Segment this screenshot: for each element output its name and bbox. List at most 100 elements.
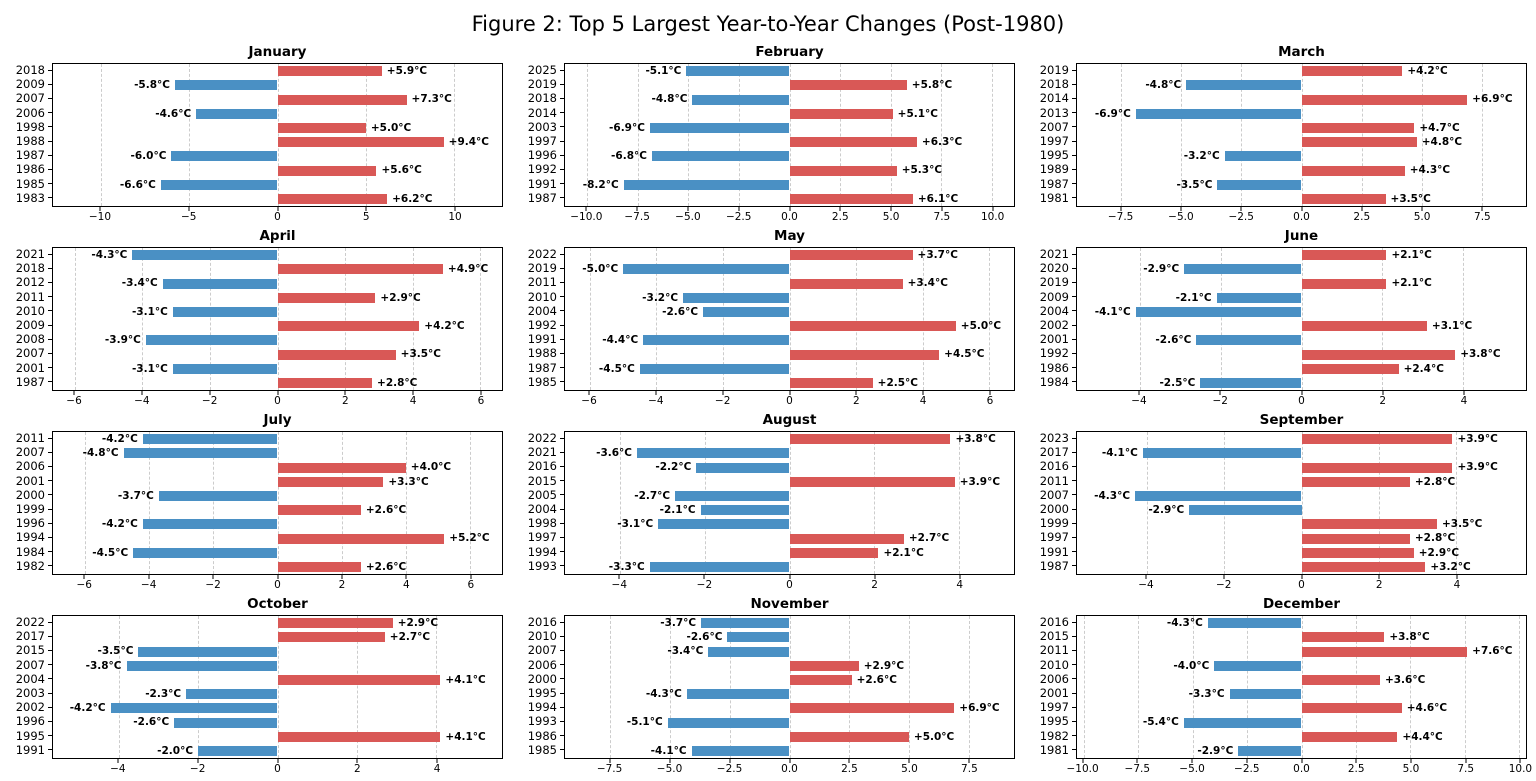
x-tick-label: 4 (403, 579, 410, 591)
gridline (587, 64, 589, 206)
year-text: 1992 (1039, 346, 1069, 361)
y-tick-mark (560, 253, 564, 255)
year-label: 2007 (1032, 120, 1076, 134)
x-tick-label: −5.0 (656, 763, 683, 775)
bar (789, 674, 852, 685)
gridline (610, 616, 612, 758)
bar (789, 250, 913, 261)
x-tick-mark (148, 575, 150, 579)
plot-area: +5.9°C -5.8°C +7.3°C -4.6°C +5.0°C +9.4°C -6.0… (52, 63, 503, 226)
bar-value-label: +3.8°C (1389, 631, 1430, 644)
gridline (1181, 64, 1183, 206)
year-text: 1981 (1039, 742, 1069, 757)
y-tick-mark (1072, 706, 1076, 708)
x-tick-label: 4 (409, 395, 417, 407)
bar (277, 462, 406, 473)
x-tick-mark (1378, 575, 1380, 579)
bar-value-label: +3.6°C (1384, 673, 1426, 686)
bar-value-label: +6.2°C (392, 192, 433, 205)
gridline (1464, 616, 1466, 758)
y-tick-mark (560, 352, 564, 354)
gridline (922, 248, 924, 390)
bar-value-label: +2.1°C (1391, 277, 1432, 290)
x-tick-label: 7.5 (1474, 211, 1491, 223)
x-tick-mark (1240, 207, 1242, 211)
year-label: 1999 (8, 502, 52, 516)
y-tick-mark (48, 621, 52, 623)
bar-value-label: +2.1°C (883, 546, 924, 559)
year-label: 2000 (520, 672, 564, 686)
bar-value-label: -3.2°C (642, 291, 679, 304)
x-tick-mark (789, 759, 790, 763)
bar (701, 618, 790, 629)
bar (686, 689, 790, 700)
bar (1184, 264, 1302, 275)
y-tick-mark (48, 649, 52, 651)
bar-value-label: +5.6°C (381, 164, 422, 177)
bar-value-label: +3.8°C (1460, 348, 1501, 361)
y-tick-mark (560, 310, 564, 312)
x-axis: −6 −4 −2 0 2 4 6 (564, 391, 1015, 410)
y-tick-mark (1072, 649, 1076, 651)
y-tick-mark (560, 635, 564, 637)
x-tick-label: 2.5 (831, 211, 849, 223)
x-tick-mark (1145, 575, 1147, 579)
y-tick-mark (560, 154, 564, 156)
y-tick-mark (48, 281, 52, 283)
plot-area: +3.8°C -3.6°C -2.2°C +3.9°C -2.7°C -2.1°C -3.1… (564, 431, 1015, 594)
gridline (620, 432, 622, 574)
x-tick-mark (1355, 759, 1357, 763)
year-text: 1994 (527, 700, 557, 715)
year-text: 2007 (1039, 487, 1069, 502)
plot-area: +2.1°C -2.9°C +2.1°C -2.1°C -4.1°C +3.1°C -2.6… (1076, 247, 1527, 410)
bar (708, 646, 790, 657)
gridline (1361, 64, 1363, 206)
plot-area: -4.3°C +4.9°C -3.4°C +2.9°C -3.1°C +4.2°C -3.9… (52, 247, 503, 410)
y-tick-mark (1072, 621, 1076, 623)
bar-value-label: -5.0°C (582, 263, 619, 276)
x-tick-mark (848, 759, 850, 763)
x-tick-label: 5 (362, 211, 370, 223)
bar-value-label: -3.8°C (85, 659, 122, 672)
bar (1216, 292, 1302, 303)
year-text: 2004 (527, 502, 557, 517)
y-axis-labels: 2022 2019 2011 2010 2004 1992 1991 1988 1987 1985 (520, 247, 564, 410)
year-text: 1999 (15, 502, 45, 517)
year-label: 1997 (1032, 530, 1076, 544)
year-text: 1987 (527, 190, 557, 205)
gridline (738, 64, 740, 206)
y-tick-mark (1072, 197, 1076, 199)
bar-value-label: -4.5°C (598, 362, 635, 375)
bar (1196, 335, 1302, 346)
y-tick-mark (560, 536, 564, 538)
year-label: 2015 (520, 474, 564, 488)
bar-value-label: +4.1°C (445, 730, 486, 743)
x-tick-mark (655, 391, 657, 395)
gridline (789, 432, 791, 574)
bar (1301, 137, 1417, 148)
year-text: 2018 (15, 261, 45, 276)
x-tick-label: 10 (448, 211, 462, 223)
x-tick-label: −7.5 (1124, 763, 1151, 775)
x-tick-mark (789, 575, 790, 579)
bar (1301, 66, 1403, 77)
year-text: 1987 (527, 360, 557, 375)
gridline (436, 616, 438, 758)
y-tick-mark (48, 352, 52, 354)
bar-value-label: -4.1°C (650, 744, 687, 757)
x-tick-mark (436, 759, 438, 763)
gridline (1456, 432, 1458, 574)
y-tick-mark (560, 281, 564, 283)
year-label: 2012 (8, 275, 52, 289)
y-tick-mark (560, 197, 564, 199)
bar (686, 66, 790, 77)
year-text: 1987 (15, 374, 45, 389)
year-label: 1992 (520, 162, 564, 176)
year-text: 2008 (15, 332, 45, 347)
bar (1142, 448, 1302, 459)
x-tick-label: 2.5 (1347, 763, 1365, 775)
bar-value-label: +5.3°C (901, 164, 943, 177)
year-label: 1984 (8, 545, 52, 559)
x-axis: −4 −2 0 2 4 (1076, 575, 1527, 594)
gridline (1301, 616, 1303, 758)
